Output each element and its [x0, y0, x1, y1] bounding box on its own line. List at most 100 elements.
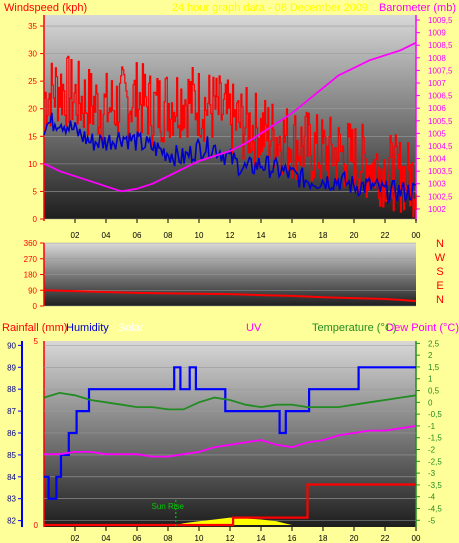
- wind-x-tick-label: 14: [257, 231, 266, 240]
- direction-tick-label: 360: [24, 239, 38, 248]
- wind-left-tick-label: 10: [28, 160, 37, 169]
- rainfall-line: [44, 483, 416, 527]
- barometer-tick-label: 1008,5: [428, 41, 453, 50]
- temp-series: [43, 366, 417, 527]
- temp-x-tick-label: 14: [257, 534, 266, 543]
- wind-x-tick-label: 06: [133, 231, 142, 240]
- temperature-tick-label: 2: [428, 351, 433, 360]
- temp-x-tick-label: 02: [71, 534, 80, 543]
- temperature-ticks: 2,5 2 1,5 1 0,5 0 -0,5 -1 -1,5 -2 -2,5 -3 -3,5 -4 -4,5…: [416, 339, 442, 525]
- humidity-tick-label: 87: [7, 407, 16, 416]
- temperature-tick-label: 0,5: [428, 387, 440, 396]
- direction-gridlines: [44, 242, 416, 307]
- temp-x-tick-label: 18: [319, 534, 328, 543]
- temperature-tick-label: -3,5: [428, 481, 442, 490]
- wind-x-ticks: 02 04 06 08 10 12 14 16 18 20 22 00: [71, 219, 421, 240]
- wind-x-tick-label: 08: [164, 231, 173, 240]
- humidity-line: [44, 366, 416, 500]
- humidity-label: Humidity: [66, 322, 109, 334]
- temperature-tick-label: -5: [428, 516, 436, 525]
- temperature-tick-label: -0,5: [428, 410, 442, 419]
- barometer-tick-label: 1002: [428, 205, 446, 214]
- temperature-tick-label: 1: [428, 375, 433, 384]
- rainfall-label: Rainfall (mm): [2, 322, 67, 334]
- barometer-right-ticks: 1002 1002,5 1003 1003,5 1004 1004,5 1005 1005,5…: [416, 16, 453, 214]
- humidity-tick-label: 82: [7, 517, 16, 526]
- barometer-tick-label: 1009: [428, 29, 446, 38]
- wind-x-tick-label: 12: [226, 231, 235, 240]
- rain-tick-top: 5: [34, 337, 39, 346]
- wind-direction-line: [43, 289, 417, 303]
- wind-left-tick-label: 25: [28, 77, 37, 86]
- barometer-tick-label: 1005: [428, 129, 446, 138]
- barometer-tick-label: 1003,5: [428, 167, 453, 176]
- wind-x-tick-label: 18: [319, 231, 328, 240]
- direction-series: [43, 289, 417, 303]
- humidity-ticks: 82 83 84 85 86 87 88 89 90: [7, 341, 22, 526]
- barometer-label: Barometer (mb): [379, 2, 456, 14]
- compass-letter: W: [435, 252, 446, 264]
- dewpoint-line: [44, 425, 417, 458]
- wind-left-tick-label: 5: [33, 187, 38, 196]
- temperature-tick-label: 0: [428, 398, 433, 407]
- temp-humidity-panel: 82 83 84 85 86 87 88 89 90 2,5 2 1,5 1 0,5 0 -0,5 -1 -1,…: [2, 322, 459, 543]
- wind-x-tick-label: 22: [381, 231, 390, 240]
- temperature-line: [43, 391, 417, 411]
- temp-plot-area: [44, 341, 416, 527]
- barometer-line: [43, 41, 417, 193]
- temp-x-tick-label: 08: [164, 534, 173, 543]
- temperature-tick-label: -4: [428, 493, 436, 502]
- compass-letter: E: [436, 280, 443, 292]
- wind-left-tick-label: 35: [28, 22, 37, 31]
- temperature-tick-label: -2: [428, 446, 436, 455]
- wind-x-tick-label: 04: [102, 231, 111, 240]
- temp-x-tick-label: 10: [195, 534, 204, 543]
- barometer-tick-label: 1006,5: [428, 92, 453, 101]
- wind-x-tick-label: 16: [288, 231, 297, 240]
- rain-tick-bottom: 0: [34, 521, 39, 530]
- wind-x-tick-label: 00: [412, 231, 421, 240]
- wind-left-tick-label: 0: [33, 215, 38, 224]
- graph-subtitle: 24 hour graph data - 08 December 2009: [172, 2, 368, 14]
- temp-x-tick-label: 16: [288, 534, 297, 543]
- barometer-tick-label: 1003: [428, 180, 446, 189]
- humidity-tick-label: 84: [7, 473, 16, 482]
- wind-left-tick-label: 15: [28, 132, 37, 141]
- humidity-tick-label: 88: [7, 385, 16, 394]
- wind-series: [43, 41, 417, 218]
- wind-left-tick-label: 20: [28, 105, 37, 114]
- wind-x-tick-label: 10: [195, 231, 204, 240]
- compass-letter: N: [436, 238, 444, 250]
- wind-left-tick-label: 30: [28, 50, 37, 59]
- solar-label: Solar: [118, 322, 144, 334]
- compass-letter: S: [436, 266, 443, 278]
- barometer-tick-label: 1004,5: [428, 142, 453, 151]
- humidity-tick-label: 86: [7, 429, 16, 438]
- temperature-tick-label: -2,5: [428, 457, 442, 466]
- temperature-tick-label: -1: [428, 422, 436, 431]
- direction-tick-label: 270: [24, 255, 38, 264]
- direction-left-ticks: 0 90 180 270 360: [24, 239, 44, 311]
- windspeed-label: Windspeed (kph): [4, 2, 87, 14]
- barometer-tick-label: 1006: [428, 104, 446, 113]
- barometer-tick-label: 1009,5: [428, 16, 453, 25]
- temperature-tick-label: -4,5: [428, 504, 442, 513]
- temperature-tick-label: -3: [428, 469, 436, 478]
- temperature-tick-label: 2,5: [428, 339, 440, 348]
- wind-left-ticks: 0 5 10 15 20 25 30 35: [28, 22, 44, 224]
- sunrise-label: Sun Rise: [152, 502, 185, 511]
- barometer-tick-label: 1008: [428, 54, 446, 63]
- barometer-tick-label: 1007,5: [428, 66, 453, 75]
- wind-x-tick-label: 20: [350, 231, 359, 240]
- wind-x-tick-label: 02: [71, 231, 80, 240]
- humidity-tick-label: 85: [7, 451, 16, 460]
- temp-x-tick-label: 06: [133, 534, 142, 543]
- temp-x-tick-label: 22: [381, 534, 390, 543]
- temp-x-ticks: 02 04 06 08 10 12 14 16 18 20 22 00: [71, 527, 421, 543]
- direction-tick-label: 90: [28, 286, 37, 295]
- temp-x-tick-label: 00: [412, 534, 421, 543]
- temp-x-tick-label: 12: [226, 534, 235, 543]
